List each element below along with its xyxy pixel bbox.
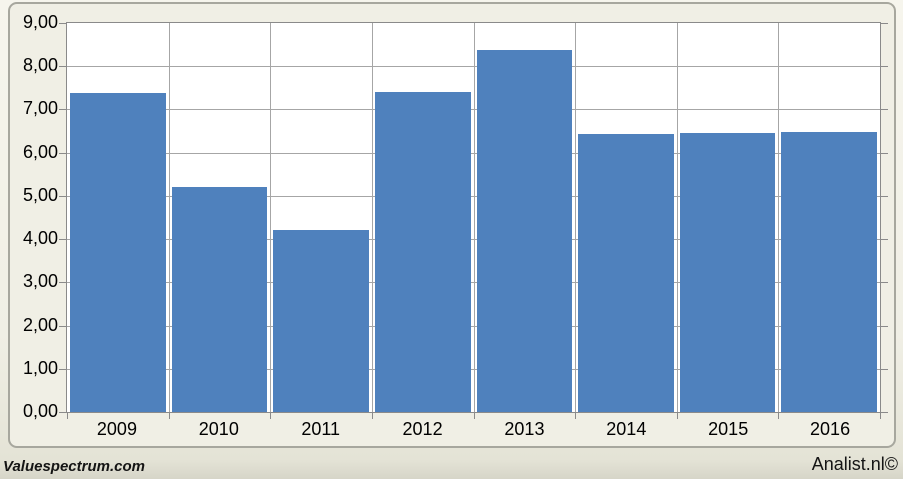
y-axis-tick — [59, 325, 66, 327]
y-axis-tick — [59, 195, 66, 197]
x-tick-label: 2015 — [708, 419, 749, 439]
y-axis-tick — [59, 109, 66, 111]
x-tick-label: 2011 — [301, 419, 341, 439]
y-axis-tick-right — [881, 152, 888, 154]
x-axis-tick — [168, 413, 170, 419]
x-tick-label: 2016 — [810, 419, 851, 439]
y-tick-label: 7,00 — [22, 98, 58, 119]
bar-2012 — [374, 91, 471, 412]
chart-frame: 9,00 8,00 7,00 6,00 5,00 4,00 3,00 2,00 1,00 0,00… — [8, 2, 896, 448]
y-axis-tick — [59, 66, 66, 68]
vertical-gridline — [168, 23, 170, 412]
y-axis-tick-right — [881, 66, 888, 68]
bar-2014 — [578, 133, 674, 412]
y-axis-tick-right — [881, 195, 888, 197]
y-axis-tick — [59, 23, 66, 24]
x-tick-label: 2009 — [96, 419, 137, 439]
bar-2013 — [476, 49, 573, 412]
y-axis-tick — [59, 368, 66, 370]
x-tick-label: 2012 — [402, 419, 443, 439]
x-tick-label: 2010 — [198, 419, 239, 439]
x-axis-tick — [575, 413, 577, 419]
x-tick-label: 2013 — [504, 419, 545, 439]
x-axis-tick-labels: 2009 2010 2011 2012 2013 2014 2015 2016 — [66, 418, 881, 440]
x-axis-tick — [473, 413, 475, 419]
y-tick-label: 5,00 — [22, 184, 58, 205]
y-axis-tick — [59, 152, 66, 154]
bar-2011 — [273, 230, 369, 412]
x-axis-tick — [778, 413, 780, 419]
vertical-gridline — [575, 23, 577, 412]
y-axis-tick-right — [881, 412, 888, 413]
y-tick-label: 4,00 — [22, 228, 58, 249]
vertical-gridline — [473, 23, 475, 412]
y-tick-label: 6,00 — [22, 141, 58, 162]
y-axis-tick-right — [881, 325, 888, 327]
y-tick-label: 0,00 — [22, 401, 58, 421]
plot-area — [59, 22, 888, 419]
x-axis-tick — [371, 413, 373, 419]
y-axis-tick — [59, 282, 66, 284]
bar-2009 — [70, 93, 166, 412]
y-tick-label: 1,00 — [22, 357, 58, 378]
vertical-gridline — [778, 23, 780, 412]
y-axis-tick-right — [881, 109, 888, 111]
y-axis-tick — [59, 239, 66, 241]
bar-2016 — [781, 131, 877, 412]
x-axis-tick — [67, 413, 68, 419]
vertical-gridline — [270, 23, 272, 412]
y-tick-label: 9,00 — [22, 12, 58, 32]
y-tick-label: 2,00 — [22, 314, 58, 335]
x-axis-tick — [880, 413, 881, 419]
valuespectrum-watermark: Valuespectrum.com — [3, 458, 145, 475]
x-axis-tick — [676, 413, 678, 419]
bar-2010 — [171, 187, 268, 412]
y-axis-tick — [59, 412, 66, 413]
vertical-gridline — [676, 23, 678, 412]
analist-watermark: Analist.nl© — [811, 454, 898, 474]
y-tick-label: 8,00 — [22, 55, 58, 76]
y-tick-label: 3,00 — [22, 271, 58, 292]
y-axis-tick-right — [881, 368, 888, 370]
vertical-gridline — [371, 23, 373, 412]
y-axis-tick-right — [881, 239, 888, 241]
y-axis-tick-right — [881, 282, 888, 284]
y-axis-tick-right — [881, 23, 888, 24]
bar-2015 — [679, 132, 776, 412]
y-axis-tick-labels: 9,00 8,00 7,00 6,00 5,00 4,00 3,00 2,00 1,00 0,00 — [10, 12, 62, 421]
x-tick-label: 2014 — [606, 419, 647, 439]
x-axis-tick — [270, 413, 272, 419]
